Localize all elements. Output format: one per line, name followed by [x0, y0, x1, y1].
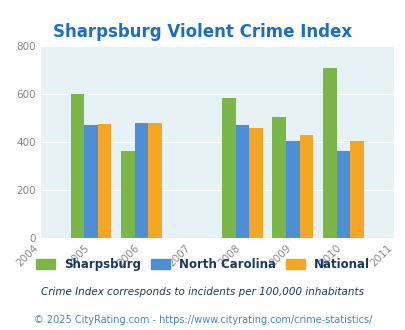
Bar: [98, 124, 111, 238]
Bar: [322, 68, 336, 238]
Bar: [222, 98, 235, 238]
Text: © 2025 CityRating.com - https://www.cityrating.com/crime-statistics/: © 2025 CityRating.com - https://www.city…: [34, 315, 371, 325]
Bar: [249, 128, 262, 238]
Bar: [299, 135, 313, 238]
Bar: [134, 123, 148, 238]
Bar: [336, 151, 349, 238]
Bar: [272, 117, 286, 238]
Bar: [286, 141, 299, 238]
Text: Sharpsburg Violent Crime Index: Sharpsburg Violent Crime Index: [53, 23, 352, 41]
Legend: Sharpsburg, North Carolina, National: Sharpsburg, North Carolina, National: [31, 253, 374, 276]
Bar: [349, 141, 363, 238]
Text: Crime Index corresponds to incidents per 100,000 inhabitants: Crime Index corresponds to incidents per…: [41, 287, 364, 297]
Bar: [148, 123, 162, 238]
Bar: [235, 125, 249, 238]
Bar: [70, 94, 84, 238]
Bar: [121, 151, 134, 238]
Bar: [84, 125, 98, 238]
